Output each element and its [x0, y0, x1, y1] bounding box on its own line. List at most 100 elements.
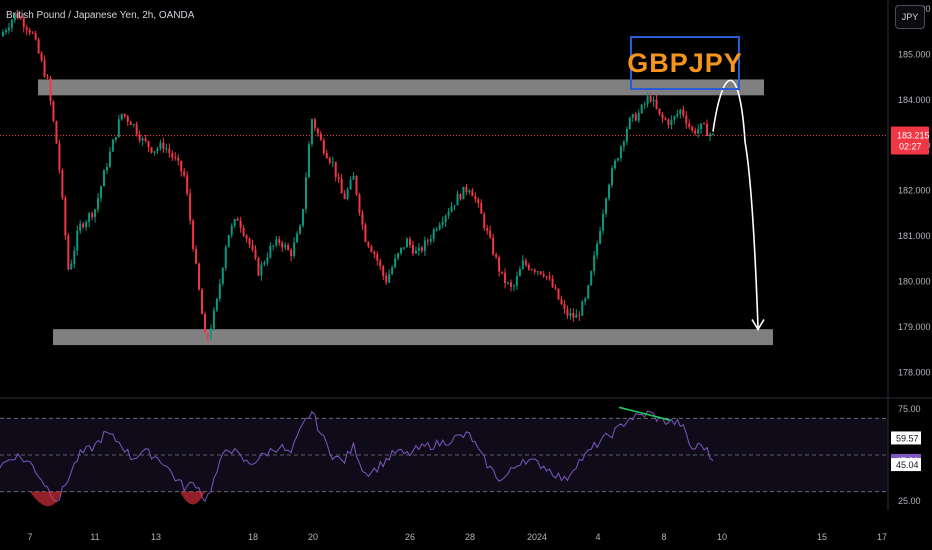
- candle-body: [370, 246, 373, 252]
- candle-body: [212, 310, 215, 329]
- rsi-tick: 75.00: [898, 404, 921, 414]
- candle-body: [450, 206, 453, 212]
- candle-body: [129, 121, 132, 126]
- candle-body: [539, 271, 542, 275]
- candle-body: [4, 30, 7, 33]
- candle-body: [58, 143, 61, 170]
- candle-body: [622, 141, 625, 147]
- candle-body: [563, 304, 566, 309]
- candle-body: [236, 219, 239, 221]
- candle-body: [465, 186, 468, 193]
- candle-body: [507, 282, 510, 284]
- candle-body: [325, 153, 328, 159]
- candle-body: [195, 248, 198, 264]
- price-tick: 185.000: [898, 49, 931, 59]
- candle-body: [340, 178, 343, 194]
- candle-body: [135, 124, 138, 135]
- candle-body: [429, 238, 432, 242]
- candle-body: [605, 198, 608, 214]
- candle-body: [631, 114, 634, 118]
- candle-body: [628, 117, 631, 129]
- candle-body: [91, 213, 94, 218]
- candle-body: [153, 151, 156, 153]
- candle-body: [1, 32, 4, 37]
- support-zone: [53, 329, 773, 346]
- time-axis: 7 11 13 18 20 26 28 2024 4 8 10 15 17: [27, 532, 887, 542]
- candle-body: [593, 255, 596, 272]
- candle-body: [132, 124, 135, 126]
- candle-body: [602, 213, 605, 231]
- candle-body: [572, 313, 575, 318]
- rsi-value-label: 59.57: [896, 433, 919, 443]
- candle-body: [111, 139, 114, 152]
- candle-body: [269, 245, 272, 258]
- candle-body: [304, 177, 307, 210]
- resistance-zone: [38, 79, 764, 96]
- time-tick: 20: [308, 532, 318, 542]
- candle-body: [658, 108, 661, 115]
- candle-body: [616, 158, 619, 161]
- candles: [1, 9, 714, 343]
- candle-body: [685, 115, 688, 124]
- candle-body: [123, 113, 126, 117]
- rsi-value-badge: [891, 458, 921, 472]
- candle-body: [480, 202, 483, 214]
- candle-body: [435, 229, 438, 231]
- candle-body: [655, 99, 658, 109]
- candle-body: [64, 197, 67, 236]
- candle-body: [114, 136, 117, 140]
- candle-body: [322, 140, 325, 154]
- candle-body: [554, 287, 557, 289]
- candle-body: [545, 276, 548, 278]
- candle-body: [310, 119, 313, 145]
- candle-body: [55, 121, 58, 144]
- candle-body: [444, 215, 447, 222]
- candle-body: [477, 199, 480, 203]
- candle-body: [489, 230, 492, 238]
- candle-body: [382, 266, 385, 276]
- candle-body: [706, 123, 709, 136]
- candle-body: [52, 101, 55, 122]
- symbol-watermark: GBPJPY: [627, 36, 742, 90]
- candle-body: [646, 96, 649, 104]
- rsi-tick: 25.00: [898, 496, 921, 506]
- candle-body: [358, 194, 361, 213]
- time-tick: 18: [248, 532, 258, 542]
- candle-body: [28, 29, 31, 33]
- candle-body: [518, 269, 521, 277]
- candle-body: [694, 130, 697, 134]
- candle-body: [230, 225, 233, 235]
- candle-body: [37, 39, 40, 54]
- candle-body: [296, 233, 299, 243]
- candle-body: [100, 186, 103, 198]
- candle-body: [709, 133, 712, 136]
- candle-body: [117, 119, 120, 137]
- candle-body: [688, 123, 691, 127]
- candle-body: [643, 103, 646, 105]
- candle-body: [150, 147, 153, 153]
- candle-body: [209, 328, 212, 339]
- candle-body: [394, 258, 397, 268]
- candle-body: [385, 275, 388, 283]
- candle-body: [376, 253, 379, 261]
- candle-body: [400, 247, 403, 254]
- currency-button[interactable]: JPY: [895, 5, 925, 29]
- candle-body: [498, 257, 501, 272]
- candle-body: [619, 146, 622, 159]
- candle-body: [141, 138, 144, 141]
- candle-body: [290, 250, 293, 257]
- candle-body: [245, 235, 248, 239]
- candle-body: [189, 193, 192, 221]
- candle-body: [447, 211, 450, 216]
- candle-body: [263, 262, 266, 265]
- candle-body: [501, 271, 504, 273]
- candle-body: [613, 160, 616, 169]
- candle-body: [272, 245, 275, 247]
- time-tick: 28: [465, 532, 475, 542]
- candle-body: [233, 219, 236, 226]
- candle-body: [254, 249, 257, 259]
- candle-body: [533, 269, 536, 272]
- candle-body: [186, 175, 189, 194]
- candle-body: [10, 20, 13, 28]
